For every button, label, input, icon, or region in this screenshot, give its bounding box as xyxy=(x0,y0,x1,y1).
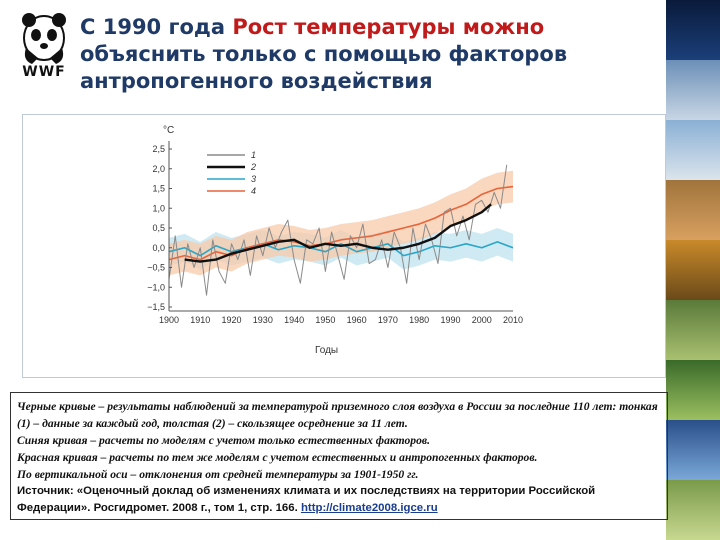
temperature-chart: 2,5 2,0 1,5 1,0 0,5 0,0 −0,5 −1,0 −1,5 1900 1910 19… xyxy=(147,125,523,356)
x-tick-label: 1940 xyxy=(284,315,304,325)
source-link[interactable]: http://climate2008.igce.ru xyxy=(300,502,438,514)
x-tick-label: 1930 xyxy=(253,315,273,325)
caption-line: Синяя кривая – расчеты по моделям с учет… xyxy=(17,434,430,447)
panda-icon xyxy=(22,13,66,64)
x-tick-label: 1900 xyxy=(159,315,179,325)
x-tick-label: 1910 xyxy=(190,315,210,325)
x-tick-label: 1920 xyxy=(222,315,242,325)
series-line-4 xyxy=(168,185,514,261)
photo-tile xyxy=(666,480,720,540)
uncertainty-band-4 xyxy=(169,170,513,276)
y-tick-label: 0,5 xyxy=(152,223,165,233)
photo-strip xyxy=(666,0,720,540)
source-text: Источник: «Оценочный доклад об изменения… xyxy=(17,485,596,514)
photo-tile xyxy=(666,420,720,480)
wwf-logo: WWF xyxy=(14,8,74,88)
y-tick-label: 2,5 xyxy=(152,144,165,154)
page-title: С 1990 года Рост температуры можно объяс… xyxy=(80,14,660,95)
y-tick-label: 0,0 xyxy=(152,243,165,253)
caption-line: Черные кривые – результаты наблюдений за… xyxy=(17,400,658,430)
legend-label-4: 4 xyxy=(251,186,256,196)
x-tick-label: 1980 xyxy=(409,315,429,325)
photo-tile xyxy=(666,300,720,360)
caption-box: Черные кривые – результаты наблюдений за… xyxy=(10,392,668,520)
y-tick-label: −1,0 xyxy=(147,282,165,292)
x-tick-label: 1990 xyxy=(440,315,460,325)
x-tick-label: 1950 xyxy=(315,315,335,325)
caption-source: Источник: «Оценочный доклад об изменения… xyxy=(17,483,661,517)
x-tick-label: 1960 xyxy=(347,315,367,325)
photo-tile xyxy=(666,180,720,240)
title-prefix: С 1990 года xyxy=(80,15,226,39)
x-tick-label: 2000 xyxy=(472,315,492,325)
title-highlight: Рост температуры можно xyxy=(232,15,545,39)
x-axis-label: Годы xyxy=(315,345,338,356)
y-tick-label: 1,0 xyxy=(152,203,165,213)
chart-frame: 2,5 2,0 1,5 1,0 0,5 0,0 −0,5 −1,0 −1,5 1900 1910 19… xyxy=(22,114,666,378)
title-rest: объяснить только с помощью факторов антр… xyxy=(80,42,568,93)
series-line-2 xyxy=(184,203,492,263)
series-line-1 xyxy=(168,164,508,296)
y-axis-label: °С xyxy=(163,125,174,136)
legend-label-2: 2 xyxy=(250,162,256,172)
legend-label-1: 1 xyxy=(251,150,256,160)
x-tick-label: 2010 xyxy=(503,315,523,325)
caption-line: Красная кривая – расчеты по тем же модел… xyxy=(17,451,538,464)
legend-label-3: 3 xyxy=(251,174,256,184)
series-line-3 xyxy=(168,241,514,257)
x-tick-label: 1970 xyxy=(378,315,398,325)
y-tick-label: −1,5 xyxy=(147,302,165,312)
photo-tile xyxy=(666,360,720,420)
logo-text: WWF xyxy=(22,64,66,80)
caption-line: По вертикальной оси – отклонения от сред… xyxy=(17,468,419,481)
photo-tile xyxy=(666,120,720,180)
y-tick-label: −0,5 xyxy=(147,263,165,273)
photo-tile xyxy=(666,60,720,120)
y-tick-label: 2,0 xyxy=(152,164,165,174)
photo-tile xyxy=(666,240,720,300)
y-tick-label: 1,5 xyxy=(152,184,165,194)
photo-tile xyxy=(666,0,720,60)
